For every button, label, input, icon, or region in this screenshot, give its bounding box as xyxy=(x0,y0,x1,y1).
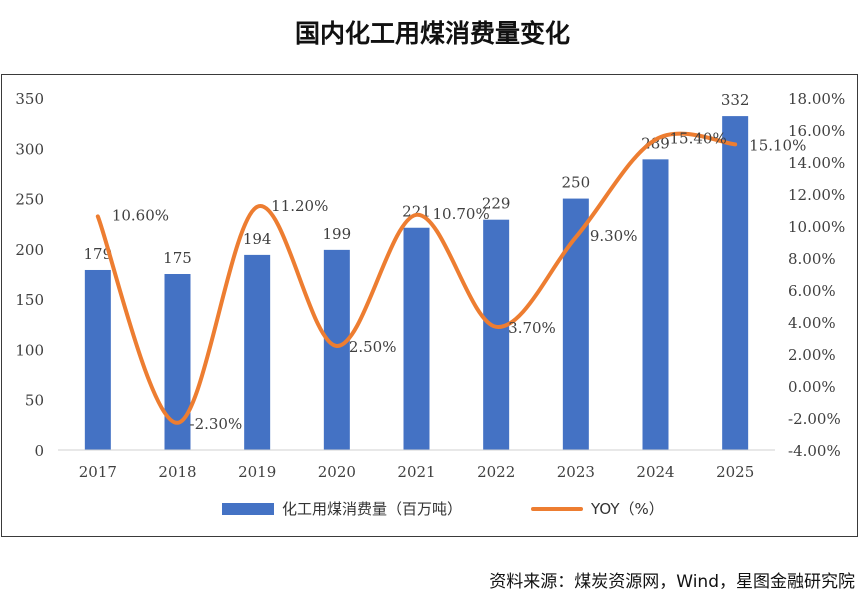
right-tick-label: 16.00% xyxy=(788,122,845,140)
bar xyxy=(642,159,669,450)
bar-value-label: 194 xyxy=(243,230,272,248)
left-tick-label: 350 xyxy=(15,90,44,108)
chart-frame xyxy=(1,74,858,537)
legend-swatch-line xyxy=(531,506,583,511)
line-value-label: 11.20% xyxy=(271,197,328,215)
bar xyxy=(244,254,271,450)
line-value-label: 2.50% xyxy=(349,338,397,356)
x-tick-label: 2024 xyxy=(636,463,674,481)
left-tick-label: 200 xyxy=(15,241,44,259)
bar-value-label: 229 xyxy=(482,195,511,213)
left-tick-label: 300 xyxy=(15,140,44,158)
line-value-label: 9.30% xyxy=(590,227,638,245)
bar-value-label: 175 xyxy=(163,249,192,267)
right-tick-label: 12.00% xyxy=(788,186,845,204)
line-value-label: 10.70% xyxy=(433,205,490,223)
x-tick-label: 2021 xyxy=(397,463,435,481)
bar-series xyxy=(84,116,749,451)
right-tick-label: 4.00% xyxy=(788,314,836,332)
line-value-label: 15.10% xyxy=(749,136,806,154)
x-tick-label: 2019 xyxy=(238,463,276,481)
left-axis: 0 50 100 150 200 250 300 350 xyxy=(15,90,44,460)
bar xyxy=(84,269,111,450)
right-tick-label: 6.00% xyxy=(788,282,836,300)
right-tick-label: 2.00% xyxy=(788,346,836,364)
x-tick-label: 2022 xyxy=(477,463,515,481)
bar-value-label: 179 xyxy=(84,245,113,263)
right-tick-label: 14.00% xyxy=(788,154,845,172)
x-tick-label: 2025 xyxy=(716,463,754,481)
bar xyxy=(403,227,430,450)
legend-swatch-bar xyxy=(222,502,274,515)
line-value-label: -2.30% xyxy=(190,415,243,433)
bar xyxy=(164,274,191,450)
right-tick-label: 10.00% xyxy=(788,218,845,236)
left-tick-label: 100 xyxy=(15,341,44,359)
right-axis: -4.00% -2.00% 0.00% 2.00% 4.00% 6.00% 8.00% 10.… xyxy=(788,90,845,460)
x-tick-label: 2018 xyxy=(158,463,196,481)
right-tick-label: 18.00% xyxy=(788,90,845,108)
right-tick-label: 8.00% xyxy=(788,250,836,268)
bar xyxy=(562,198,589,450)
bar xyxy=(483,219,510,450)
chart-title: 国内化工用煤消费量变化 xyxy=(294,19,570,48)
yoy-line xyxy=(95,131,738,425)
right-tick-label: 0.00% xyxy=(788,378,836,396)
line-data-labels: 10.60% -2.30% 11.20% 2.50% 10.70% 3.70% 9.30% 1… xyxy=(112,130,807,433)
bar-value-label: 250 xyxy=(562,174,591,192)
left-tick-label: 0 xyxy=(34,442,44,460)
right-tick-label: -4.00% xyxy=(788,442,841,460)
x-tick-label: 2020 xyxy=(318,463,356,481)
bar xyxy=(722,116,749,451)
legend-item-line: YOY（%） xyxy=(531,498,664,519)
x-tick-label: 2017 xyxy=(79,463,117,481)
line-value-label: 3.70% xyxy=(508,319,556,337)
bar-value-label: 332 xyxy=(721,91,750,109)
bar-value-label: 289 xyxy=(641,134,670,152)
source-note: 资料来源：煤炭资源网，Wind，星图金融研究院 xyxy=(489,572,855,592)
x-tick-label: 2023 xyxy=(557,463,595,481)
left-tick-label: 250 xyxy=(15,191,44,209)
legend-item-bar: 化工用煤消费量（百万吨） xyxy=(222,498,462,519)
bar-value-label: 199 xyxy=(323,225,352,243)
x-axis: 2017 2018 2019 2020 2021 2022 2023 2024 2025 xyxy=(79,463,755,481)
bar xyxy=(323,249,350,450)
line-value-label: 15.40% xyxy=(670,130,727,148)
line-value-label: 10.60% xyxy=(112,206,169,224)
legend-label-line: YOY（%） xyxy=(591,500,664,518)
right-tick-label: -2.00% xyxy=(788,410,841,428)
left-tick-label: 50 xyxy=(25,392,44,410)
legend-label-bar: 化工用煤消费量（百万吨） xyxy=(282,500,463,518)
left-tick-label: 150 xyxy=(15,291,44,309)
